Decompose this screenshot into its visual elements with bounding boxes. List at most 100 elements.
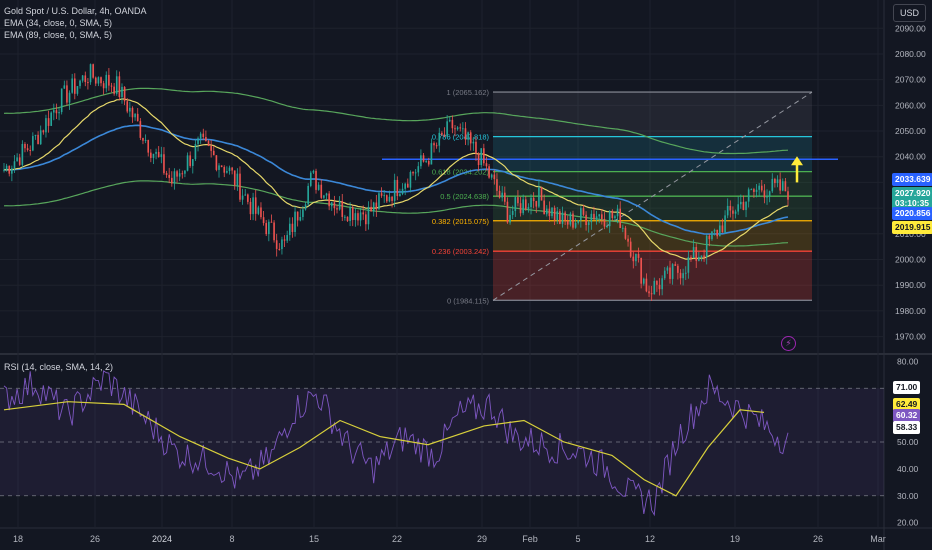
- candle-body: [218, 165, 220, 170]
- candle-body: [89, 64, 92, 83]
- candle-body: [763, 190, 766, 198]
- fib-level-label: 0 (1984.115): [447, 296, 489, 305]
- candle-body: [283, 239, 286, 241]
- candle-body: [483, 148, 485, 164]
- currency-button[interactable]: USD: [892, 4, 926, 22]
- candle-body: [66, 85, 68, 103]
- candle-body: [281, 239, 283, 250]
- candle-body: [354, 213, 357, 221]
- price-tick-label: 2000.00: [895, 255, 926, 265]
- candle-body: [123, 86, 126, 102]
- candle-body: [131, 107, 134, 118]
- candle-body: [286, 235, 289, 241]
- candle-body: [451, 119, 454, 129]
- fib-zone: [493, 136, 812, 172]
- price-tag: 2019.915: [892, 221, 932, 234]
- candle-body: [344, 216, 346, 218]
- candle-body: [747, 189, 750, 202]
- rsi-tick-label: 20.00: [897, 518, 919, 528]
- candle-body: [648, 291, 650, 294]
- candle-body: [566, 220, 569, 225]
- fib-zone: [493, 92, 812, 137]
- candle-body: [299, 216, 302, 221]
- candle-body: [572, 213, 574, 228]
- candle-body: [653, 280, 656, 295]
- price-tick-label: 2070.00: [895, 75, 926, 85]
- ema89-legend: EMA (89, close, 0, SMA, 5): [4, 30, 113, 40]
- time-tick-label: 12: [645, 534, 655, 544]
- candle-body: [199, 133, 202, 139]
- candle-body: [739, 201, 742, 205]
- candle-body: [459, 127, 462, 129]
- candle-body: [462, 128, 464, 130]
- candle-body: [663, 270, 666, 279]
- fib-level-label: 0.786 (2047.818): [432, 133, 490, 142]
- candle-body: [427, 160, 430, 165]
- candle-body: [519, 203, 522, 214]
- candle-body: [304, 204, 307, 210]
- candle-body: [317, 184, 320, 190]
- candle-body: [170, 177, 173, 184]
- candle-body: [430, 143, 433, 165]
- candle-body: [713, 229, 716, 232]
- rsi-tick-label: 50.00: [897, 437, 919, 447]
- time-tick-label: 26: [813, 534, 823, 544]
- rsi-tick-label: 40.00: [897, 464, 919, 474]
- rsi-tag: 71.00: [893, 381, 921, 394]
- candle-body: [202, 133, 205, 138]
- time-tick-label: 2024: [152, 534, 172, 544]
- candle-body: [13, 161, 16, 169]
- candle-body: [228, 167, 231, 172]
- candle-body: [621, 227, 624, 229]
- candle-body: [29, 149, 32, 151]
- candle-body: [26, 148, 29, 150]
- candle-body: [745, 201, 747, 210]
- candle-body: [21, 143, 24, 165]
- candle-body: [194, 144, 197, 160]
- candle-body: [113, 86, 115, 94]
- candle-body: [737, 204, 739, 212]
- time-tick-label: 26: [90, 534, 100, 544]
- candle-body: [448, 119, 451, 122]
- candle-body: [574, 222, 577, 228]
- candle-body: [134, 113, 136, 118]
- candle-body: [645, 278, 648, 292]
- candle-body: [498, 190, 501, 198]
- candle-body: [215, 155, 218, 170]
- candle-body: [635, 254, 637, 262]
- candle-body: [556, 211, 559, 221]
- candle-body: [506, 201, 509, 223]
- candle-body: [60, 88, 63, 113]
- candle-body: [79, 80, 81, 87]
- candle-body: [700, 255, 703, 257]
- rsi-legend: RSI (14, close, SMA, 14, 2): [4, 362, 114, 372]
- candle-body: [611, 210, 614, 218]
- candle-body: [456, 127, 459, 130]
- candle-body: [39, 130, 42, 145]
- candle-body: [362, 212, 365, 215]
- candle-body: [598, 214, 601, 217]
- candle-body: [53, 110, 55, 113]
- candle-body: [388, 196, 391, 202]
- lightning-icon[interactable]: ⚡: [781, 336, 796, 351]
- candle-body: [548, 208, 551, 217]
- time-tick-label: 15: [309, 534, 319, 544]
- candle-body: [97, 77, 100, 84]
- arrow-head: [791, 156, 803, 166]
- candle-body: [126, 101, 129, 112]
- candle-body: [378, 193, 380, 210]
- candle-body: [178, 173, 181, 177]
- candle-body: [716, 229, 719, 237]
- candle-body: [774, 178, 776, 184]
- candle-body: [302, 209, 304, 217]
- time-tick-label: 29: [477, 534, 487, 544]
- candle-body: [530, 197, 532, 208]
- candle-body: [129, 107, 131, 112]
- candle-body: [742, 201, 745, 210]
- candle-body: [674, 264, 677, 266]
- price-tick-label: 1990.00: [895, 280, 926, 290]
- candle-body: [409, 172, 412, 188]
- candle-body: [275, 240, 278, 249]
- time-tick-label: 8: [229, 534, 234, 544]
